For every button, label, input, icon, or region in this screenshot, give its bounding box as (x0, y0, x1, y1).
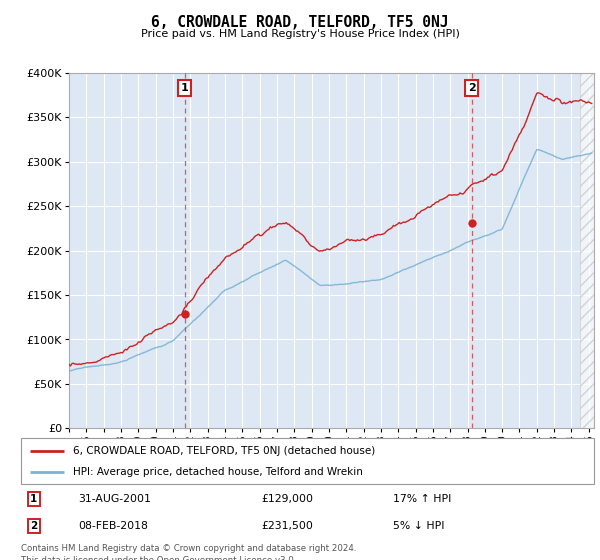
Text: 08-FEB-2018: 08-FEB-2018 (79, 521, 148, 531)
Text: 6, CROWDALE ROAD, TELFORD, TF5 0NJ (detached house): 6, CROWDALE ROAD, TELFORD, TF5 0NJ (deta… (73, 446, 375, 456)
Text: Price paid vs. HM Land Registry's House Price Index (HPI): Price paid vs. HM Land Registry's House … (140, 29, 460, 39)
Text: £129,000: £129,000 (262, 494, 314, 504)
Text: 1: 1 (181, 83, 189, 93)
Bar (580, 73, 594, 428)
Text: 1: 1 (30, 494, 37, 504)
Text: 6, CROWDALE ROAD, TELFORD, TF5 0NJ: 6, CROWDALE ROAD, TELFORD, TF5 0NJ (151, 15, 449, 30)
FancyBboxPatch shape (21, 438, 594, 484)
Text: 2: 2 (30, 521, 37, 531)
Text: £231,500: £231,500 (262, 521, 314, 531)
Text: HPI: Average price, detached house, Telford and Wrekin: HPI: Average price, detached house, Telf… (73, 467, 362, 477)
Text: Contains HM Land Registry data © Crown copyright and database right 2024.
This d: Contains HM Land Registry data © Crown c… (21, 544, 356, 560)
Text: 2: 2 (467, 83, 475, 93)
Text: 17% ↑ HPI: 17% ↑ HPI (394, 494, 452, 504)
Text: 5% ↓ HPI: 5% ↓ HPI (394, 521, 445, 531)
Text: 31-AUG-2001: 31-AUG-2001 (79, 494, 151, 504)
